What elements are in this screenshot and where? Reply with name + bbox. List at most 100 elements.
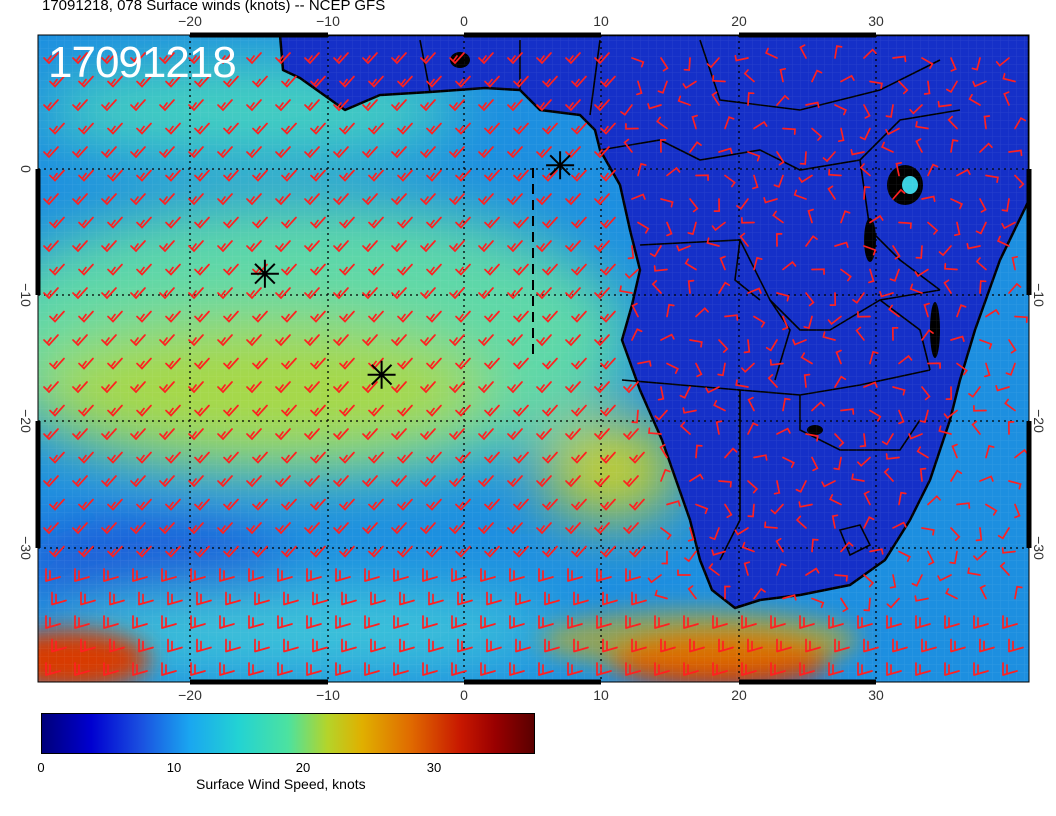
wind-barb bbox=[49, 498, 65, 511]
wind-barb bbox=[161, 662, 177, 676]
wind-barb bbox=[747, 92, 755, 106]
wind-barb bbox=[807, 208, 814, 224]
wind-barb bbox=[827, 315, 842, 326]
wind-barb bbox=[391, 99, 407, 112]
wind-barb bbox=[217, 287, 233, 300]
wind-barb bbox=[950, 527, 961, 541]
wind-barb bbox=[712, 662, 728, 676]
wind-barb bbox=[892, 188, 906, 200]
wind-barb bbox=[637, 162, 647, 177]
wind-barb bbox=[130, 475, 146, 488]
wind-barb bbox=[333, 240, 349, 253]
wind-barb bbox=[747, 422, 759, 435]
wind-barb bbox=[362, 475, 378, 488]
wind-barb bbox=[130, 146, 146, 159]
wind-barb bbox=[109, 591, 125, 606]
wind-barb bbox=[335, 662, 351, 676]
wind-barb bbox=[484, 545, 500, 558]
wind-barb bbox=[335, 615, 351, 629]
wind-barb bbox=[1011, 255, 1019, 271]
wind-barb bbox=[684, 258, 697, 271]
wind-barb bbox=[165, 310, 181, 323]
wind-barb bbox=[623, 138, 633, 153]
wind-barb bbox=[679, 386, 691, 399]
wind-barb bbox=[397, 545, 413, 558]
wind-barb bbox=[840, 268, 852, 282]
wind-barb bbox=[333, 287, 349, 300]
wind-barb bbox=[246, 522, 262, 535]
wind-barb bbox=[159, 428, 175, 441]
wind-barb bbox=[947, 115, 958, 130]
wind-barb bbox=[594, 287, 610, 300]
wind-barb bbox=[246, 287, 262, 300]
wind-barb bbox=[194, 75, 210, 88]
wind-barb bbox=[937, 574, 952, 582]
wind-barb bbox=[368, 498, 384, 511]
wind-barb bbox=[973, 662, 989, 676]
wind-barb bbox=[136, 263, 152, 276]
wind-barb bbox=[879, 291, 894, 298]
wind-barb bbox=[391, 193, 407, 206]
wind-barb bbox=[805, 292, 815, 307]
wind-barb bbox=[507, 334, 523, 347]
wind-barb bbox=[339, 498, 355, 511]
wind-barb bbox=[246, 146, 262, 159]
wind-barb bbox=[252, 75, 268, 88]
wind-barb bbox=[194, 122, 210, 135]
wind-barb bbox=[885, 104, 894, 118]
wind-barb bbox=[391, 52, 407, 65]
wind-barb bbox=[623, 475, 639, 488]
wind-barb bbox=[536, 475, 552, 488]
wind-barb bbox=[973, 550, 987, 561]
wind-barb bbox=[542, 263, 558, 276]
wind-barb bbox=[659, 443, 668, 459]
wind-barb bbox=[956, 304, 967, 318]
wind-barb bbox=[478, 334, 494, 347]
wind-barb bbox=[1002, 615, 1018, 629]
storm-marker-icon bbox=[546, 151, 575, 180]
wind-barb bbox=[536, 287, 552, 300]
wind-barb bbox=[74, 615, 90, 629]
wind-barb bbox=[891, 327, 899, 341]
wind-barb bbox=[310, 263, 326, 276]
wind-barb bbox=[420, 522, 436, 535]
wind-barb bbox=[310, 122, 326, 135]
wind-barb bbox=[571, 498, 587, 511]
wind-barb bbox=[72, 334, 88, 347]
wind-barb bbox=[971, 420, 981, 435]
wind-barb bbox=[857, 615, 873, 629]
wind-barb bbox=[927, 163, 939, 177]
wind-barb bbox=[536, 99, 552, 112]
wind-barb bbox=[72, 193, 88, 206]
wind-barb bbox=[743, 561, 751, 576]
wind-barb bbox=[1008, 282, 1022, 294]
wind-barb bbox=[542, 169, 558, 182]
wind-barb bbox=[304, 334, 320, 347]
wind-barb bbox=[103, 568, 119, 582]
wind-barb bbox=[252, 545, 268, 558]
wind-barb bbox=[478, 475, 494, 488]
wind-barb bbox=[649, 245, 662, 258]
wind-barb bbox=[927, 221, 939, 235]
wind-barb bbox=[857, 311, 871, 318]
wind-barb bbox=[782, 127, 796, 135]
wind-barb bbox=[310, 498, 326, 511]
wind-barb bbox=[625, 123, 639, 130]
wind-barb bbox=[868, 268, 875, 284]
wind-barb bbox=[223, 263, 239, 276]
wind-barb bbox=[968, 93, 981, 106]
wind-barb bbox=[507, 522, 523, 535]
wind-barb bbox=[362, 193, 378, 206]
wind-barb bbox=[188, 381, 204, 394]
wind-barb bbox=[863, 186, 871, 200]
wind-barb bbox=[362, 428, 378, 441]
wind-barb bbox=[736, 198, 749, 210]
wind-barb bbox=[130, 193, 146, 206]
wind-barb bbox=[892, 245, 901, 260]
wind-barb bbox=[449, 52, 465, 65]
wind-barb bbox=[747, 480, 759, 494]
wind-barb bbox=[478, 146, 494, 159]
wind-barb bbox=[246, 99, 262, 112]
wind-barb bbox=[631, 328, 643, 341]
wind-barb bbox=[246, 52, 262, 65]
